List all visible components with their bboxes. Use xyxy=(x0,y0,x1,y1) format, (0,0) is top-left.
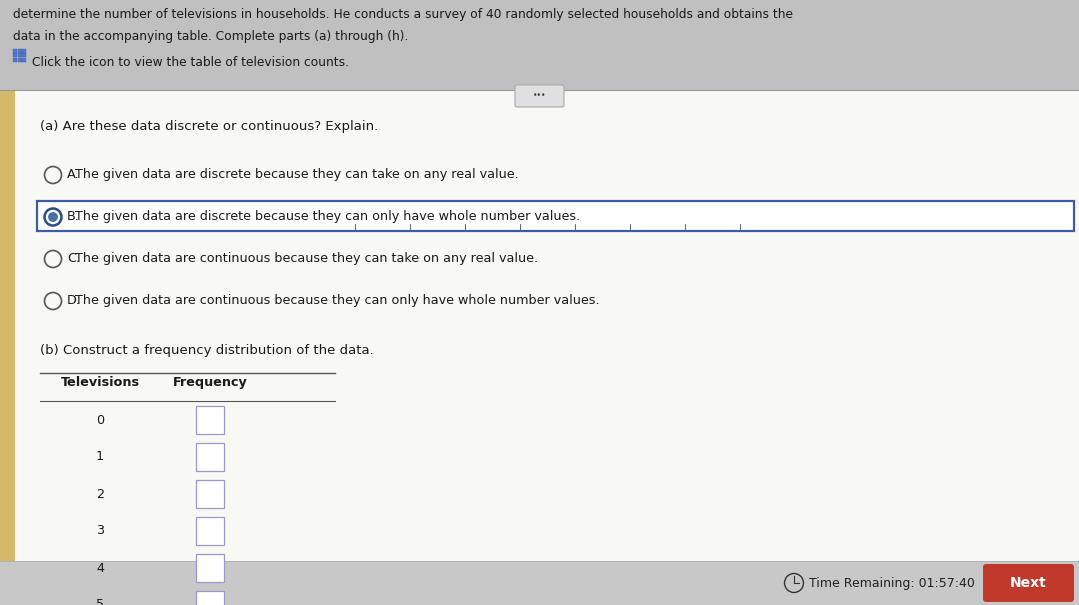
FancyBboxPatch shape xyxy=(23,53,26,57)
FancyBboxPatch shape xyxy=(13,58,17,62)
FancyBboxPatch shape xyxy=(196,480,224,508)
Text: 2: 2 xyxy=(96,488,104,500)
FancyBboxPatch shape xyxy=(196,405,224,434)
Text: B.: B. xyxy=(67,210,80,223)
Text: The given data are discrete because they can take on any real value.: The given data are discrete because they… xyxy=(76,168,519,181)
FancyBboxPatch shape xyxy=(196,590,224,605)
FancyBboxPatch shape xyxy=(0,90,15,561)
Text: A.: A. xyxy=(67,168,80,181)
FancyBboxPatch shape xyxy=(0,561,1079,605)
Circle shape xyxy=(49,212,58,222)
FancyBboxPatch shape xyxy=(17,49,22,53)
Text: •••: ••• xyxy=(533,91,546,100)
FancyBboxPatch shape xyxy=(983,564,1074,602)
Text: The given data are discrete because they can only have whole number values.: The given data are discrete because they… xyxy=(76,210,581,223)
FancyBboxPatch shape xyxy=(196,442,224,471)
FancyBboxPatch shape xyxy=(17,53,22,57)
Text: 0: 0 xyxy=(96,413,104,427)
FancyBboxPatch shape xyxy=(23,49,26,53)
FancyBboxPatch shape xyxy=(0,90,1079,561)
Text: data in the accompanying table. Complete parts (a) through (h).: data in the accompanying table. Complete… xyxy=(13,30,408,43)
Text: 1: 1 xyxy=(96,451,104,463)
Text: Televisions: Televisions xyxy=(60,376,139,389)
FancyBboxPatch shape xyxy=(196,517,224,544)
Text: 5: 5 xyxy=(96,598,104,605)
Text: (b) Construct a frequency distribution of the data.: (b) Construct a frequency distribution o… xyxy=(40,344,373,357)
Text: (a) Are these data discrete or continuous? Explain.: (a) Are these data discrete or continuou… xyxy=(40,120,379,133)
Text: The given data are continuous because they can take on any real value.: The given data are continuous because th… xyxy=(76,252,538,265)
FancyBboxPatch shape xyxy=(13,53,17,57)
Text: determine the number of televisions in households. He conducts a survey of 40 ra: determine the number of televisions in h… xyxy=(13,8,793,21)
Text: Click the icon to view the table of television counts.: Click the icon to view the table of tele… xyxy=(32,56,349,69)
Text: 3: 3 xyxy=(96,525,104,537)
Text: Next: Next xyxy=(1010,576,1047,590)
FancyBboxPatch shape xyxy=(23,58,26,62)
Text: The given data are continuous because they can only have whole number values.: The given data are continuous because th… xyxy=(76,294,600,307)
FancyBboxPatch shape xyxy=(37,201,1074,231)
Text: Frequency: Frequency xyxy=(173,376,247,389)
Text: C.: C. xyxy=(67,252,80,265)
FancyBboxPatch shape xyxy=(0,0,1079,90)
FancyBboxPatch shape xyxy=(515,85,564,107)
FancyBboxPatch shape xyxy=(15,90,1079,561)
FancyBboxPatch shape xyxy=(17,58,22,62)
Text: D.: D. xyxy=(67,294,81,307)
FancyBboxPatch shape xyxy=(13,49,17,53)
Text: Time Remaining: 01:57:40: Time Remaining: 01:57:40 xyxy=(809,577,974,589)
FancyBboxPatch shape xyxy=(196,554,224,581)
Text: 4: 4 xyxy=(96,561,104,575)
